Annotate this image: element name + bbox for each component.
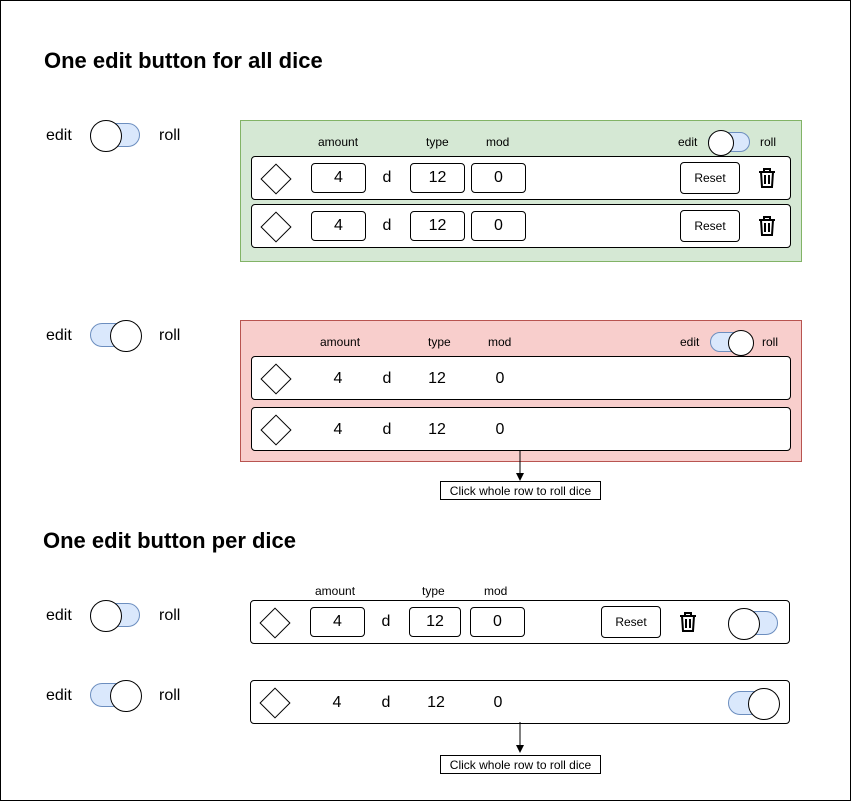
diamond-icon (260, 363, 292, 395)
dice-separator: d (382, 217, 392, 234)
toggle-label-roll: roll (159, 687, 181, 704)
type-input[interactable]: 12 (410, 211, 465, 241)
column-header-mod: mod (484, 584, 508, 598)
annotation-note: Click whole row to roll dice (440, 755, 601, 774)
dice-row: 4 d 12 0 Reset (251, 204, 791, 248)
amount-value: 4 (333, 421, 343, 438)
type-input[interactable]: 12 (410, 163, 465, 193)
global-mode-toggle[interactable] (90, 680, 142, 712)
global-mode-toggle[interactable] (90, 600, 140, 632)
diamond-icon (259, 687, 291, 719)
toggle-label-edit: edit (46, 127, 72, 144)
mod-input[interactable]: 0 (470, 607, 525, 637)
reset-button[interactable]: Reset (601, 606, 661, 638)
dice-row-clickable[interactable]: 4 d 12 0 (251, 407, 791, 451)
amount-input[interactable]: 4 (311, 163, 366, 193)
type-value: 12 (428, 421, 446, 438)
toggle-label-roll: roll (159, 607, 181, 624)
mod-input[interactable]: 0 (471, 211, 526, 241)
mod-input[interactable]: 0 (471, 163, 526, 193)
dice-row-clickable[interactable]: 4 d 12 0 (250, 680, 790, 724)
trash-icon[interactable] (757, 215, 777, 237)
panel-mode-toggle[interactable] (708, 130, 750, 156)
panel-toggle-label-roll: roll (762, 335, 779, 349)
type-input[interactable]: 12 (409, 607, 461, 637)
global-mode-toggle[interactable] (90, 320, 142, 352)
diamond-icon[interactable] (260, 211, 292, 243)
column-header-amount: amount (315, 584, 356, 598)
mod-value: 0 (493, 694, 503, 711)
reset-button[interactable]: Reset (680, 162, 740, 194)
toggle-label-edit: edit (46, 607, 72, 624)
mod-value: 0 (495, 421, 505, 438)
toggle-label-roll: roll (159, 327, 181, 344)
amount-value: 4 (332, 694, 342, 711)
toggle-label-roll: roll (159, 127, 181, 144)
amount-value: 4 (333, 370, 343, 387)
panel-toggle-label-roll: roll (760, 135, 777, 149)
trash-icon[interactable] (678, 611, 698, 633)
dice-panel-roll-mode: amount type mod edit roll 4 d 12 0 4 d 1… (240, 320, 802, 462)
panel-toggle-label-edit: edit (680, 335, 700, 349)
section-title-per-dice: One edit button per dice (43, 528, 297, 553)
dice-row-clickable[interactable]: 4 d 12 0 (251, 356, 791, 400)
dice-separator: d (381, 694, 391, 711)
column-header-mod: mod (486, 135, 510, 149)
diamond-icon[interactable] (259, 607, 291, 639)
column-header-type: type (426, 135, 449, 149)
section-title-all-dice: One edit button for all dice (44, 48, 323, 73)
type-value: 12 (427, 694, 445, 711)
column-header-type: type (422, 584, 445, 598)
toggle-label-edit: edit (46, 327, 72, 344)
arrow-down-icon (516, 722, 524, 753)
diamond-icon[interactable] (260, 163, 292, 195)
dice-separator: d (382, 421, 392, 438)
panel-toggle-label-edit: edit (678, 135, 698, 149)
dice-separator: d (381, 613, 391, 630)
amount-input[interactable]: 4 (310, 607, 365, 637)
row-mode-toggle[interactable] (728, 688, 780, 720)
annotation-note: Click whole row to roll dice (440, 481, 601, 500)
dice-separator: d (382, 370, 392, 387)
column-header-amount: amount (318, 135, 359, 149)
global-mode-toggle[interactable] (90, 120, 140, 152)
diamond-icon (260, 414, 292, 446)
dice-row: 4 d 12 0 Reset (250, 600, 790, 644)
column-header-mod: mod (488, 335, 512, 349)
dice-separator: d (382, 169, 392, 186)
type-value: 12 (428, 370, 446, 387)
mod-value: 0 (495, 370, 505, 387)
column-header-type: type (428, 335, 451, 349)
reset-button[interactable]: Reset (680, 210, 740, 242)
panel-mode-toggle[interactable] (710, 330, 754, 356)
trash-icon[interactable] (757, 167, 777, 189)
dice-panel-edit-mode: amount type mod edit roll 4 d 12 0 Reset… (240, 120, 802, 262)
arrow-down-icon (516, 450, 524, 481)
row-mode-toggle[interactable] (728, 608, 778, 640)
column-header-amount: amount (320, 335, 361, 349)
toggle-label-edit: edit (46, 687, 72, 704)
dice-row: 4 d 12 0 Reset (251, 156, 791, 200)
amount-input[interactable]: 4 (311, 211, 366, 241)
